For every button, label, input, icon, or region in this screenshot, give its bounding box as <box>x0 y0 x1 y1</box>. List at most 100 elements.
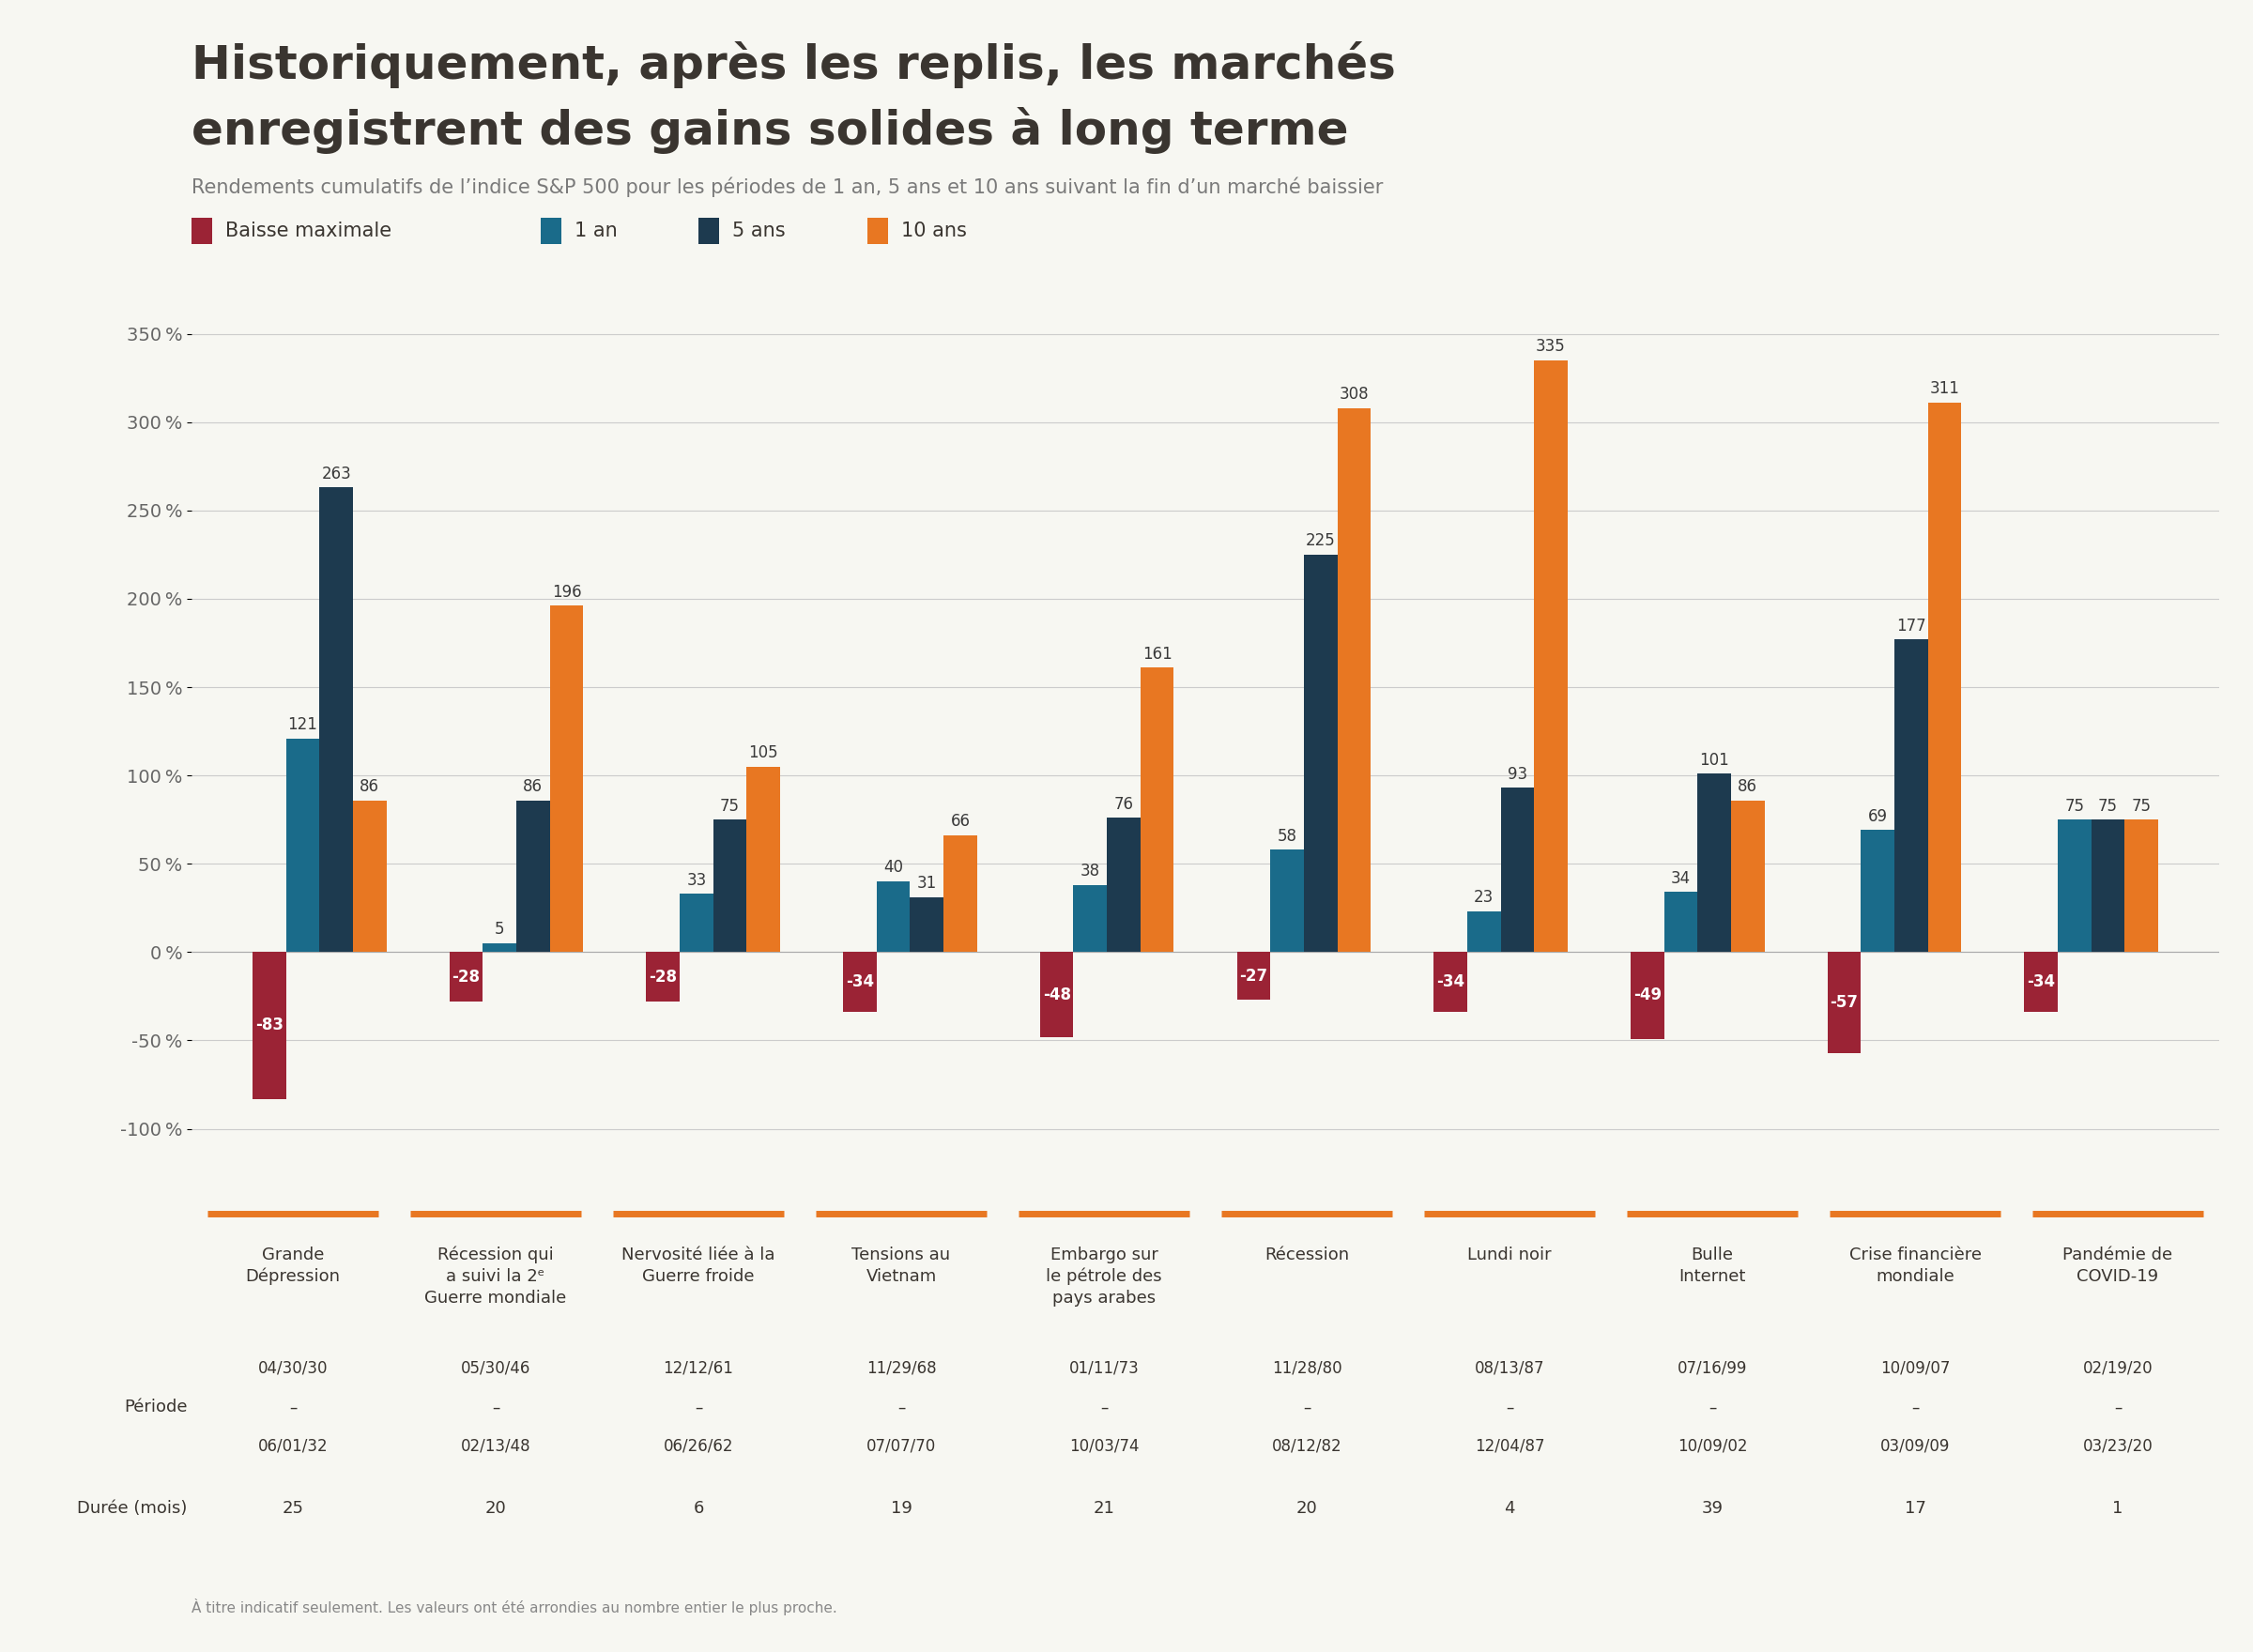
Text: 66: 66 <box>951 813 971 831</box>
Text: Crise financière
mondiale: Crise financière mondiale <box>1850 1246 1980 1285</box>
Text: Récession: Récession <box>1264 1246 1350 1264</box>
Text: 31: 31 <box>917 876 937 892</box>
Text: 5 ans: 5 ans <box>732 221 786 241</box>
Bar <box>1467 912 1500 952</box>
Bar <box>1072 885 1106 952</box>
Bar <box>1304 555 1338 952</box>
Text: Baisse maximale: Baisse maximale <box>225 221 392 241</box>
Bar <box>1665 892 1697 952</box>
Bar <box>2057 819 2091 952</box>
Text: 177: 177 <box>1897 618 1926 634</box>
Bar <box>320 487 354 952</box>
Text: Tensions au
Vietnam: Tensions au Vietnam <box>852 1246 951 1285</box>
Text: 11/28/80: 11/28/80 <box>1271 1360 1343 1378</box>
Text: 75: 75 <box>721 798 739 814</box>
Text: 225: 225 <box>1307 532 1336 550</box>
Text: 311: 311 <box>1929 380 1960 398</box>
Text: 12/12/61: 12/12/61 <box>662 1360 734 1378</box>
Bar <box>482 943 516 952</box>
Text: 04/30/30: 04/30/30 <box>257 1360 329 1378</box>
Text: enregistrent des gains solides à long terme: enregistrent des gains solides à long te… <box>192 107 1350 154</box>
Bar <box>1433 952 1467 1013</box>
Text: 10/09/02: 10/09/02 <box>1676 1437 1748 1455</box>
Bar <box>2023 952 2057 1013</box>
Text: -57: -57 <box>1829 995 1859 1011</box>
Bar <box>2125 819 2158 952</box>
Text: 6: 6 <box>694 1500 703 1517</box>
Bar <box>680 894 714 952</box>
Text: -34: -34 <box>845 973 874 991</box>
Text: Bulle
Internet: Bulle Internet <box>1678 1246 1746 1285</box>
Text: 86: 86 <box>360 778 379 795</box>
Text: 21: 21 <box>1093 1500 1115 1517</box>
Text: 308: 308 <box>1338 387 1370 403</box>
Text: 07/07/70: 07/07/70 <box>867 1437 935 1455</box>
Text: –: – <box>897 1399 906 1416</box>
Text: 33: 33 <box>687 872 707 889</box>
Text: 34: 34 <box>1672 871 1690 887</box>
Text: 11/29/68: 11/29/68 <box>865 1360 937 1378</box>
Text: -28: -28 <box>453 968 480 985</box>
Text: -83: -83 <box>255 1018 284 1034</box>
Text: 38: 38 <box>1079 862 1099 879</box>
Text: –: – <box>2113 1399 2122 1416</box>
Text: 335: 335 <box>1537 339 1566 355</box>
Bar <box>714 819 746 952</box>
Bar <box>746 767 780 952</box>
Text: 263: 263 <box>322 466 351 482</box>
Text: Pandémie de
COVID-19: Pandémie de COVID-19 <box>2064 1246 2172 1285</box>
Text: –: – <box>1708 1399 1717 1416</box>
Text: Période: Période <box>124 1399 187 1416</box>
Text: 10 ans: 10 ans <box>901 221 967 241</box>
Bar <box>2091 819 2125 952</box>
Text: 75: 75 <box>2131 798 2152 814</box>
Text: Durée (mois): Durée (mois) <box>77 1500 187 1517</box>
Text: 20: 20 <box>1295 1500 1318 1517</box>
Text: Grande
Dépression: Grande Dépression <box>246 1246 340 1285</box>
Text: 20: 20 <box>484 1500 507 1517</box>
Text: -34: -34 <box>2028 973 2055 991</box>
Text: 93: 93 <box>1507 765 1528 783</box>
Text: Récession qui
a suivi la 2ᵉ
Guerre mondiale: Récession qui a suivi la 2ᵉ Guerre mondi… <box>424 1246 568 1307</box>
Text: 4: 4 <box>1505 1500 1514 1517</box>
Bar <box>1338 408 1370 952</box>
Text: 40: 40 <box>883 859 903 876</box>
Text: 10/09/07: 10/09/07 <box>1881 1360 1949 1378</box>
Text: 58: 58 <box>1277 828 1298 844</box>
Text: 03/23/20: 03/23/20 <box>2082 1437 2154 1455</box>
Bar <box>550 606 584 952</box>
Text: Embargo sur
le pétrole des
pays arabes: Embargo sur le pétrole des pays arabes <box>1045 1246 1163 1307</box>
Text: 05/30/46: 05/30/46 <box>462 1360 529 1378</box>
Text: 07/16/99: 07/16/99 <box>1678 1360 1746 1378</box>
Text: 02/13/48: 02/13/48 <box>460 1437 532 1455</box>
Text: -28: -28 <box>649 968 678 985</box>
Text: 19: 19 <box>890 1500 912 1517</box>
Bar <box>1861 831 1895 952</box>
Text: -34: -34 <box>1437 973 1464 991</box>
Text: 08/12/82: 08/12/82 <box>1271 1437 1343 1455</box>
Text: –: – <box>1911 1399 1920 1416</box>
Bar <box>1500 788 1534 952</box>
Text: À titre indicatif seulement. Les valeurs ont été arrondies au nombre entier le p: À titre indicatif seulement. Les valeurs… <box>192 1599 838 1616</box>
Text: 02/19/20: 02/19/20 <box>2082 1360 2154 1378</box>
Text: 105: 105 <box>748 745 777 762</box>
Text: 12/04/87: 12/04/87 <box>1473 1437 1546 1455</box>
Bar <box>516 800 550 952</box>
Bar <box>647 952 680 1001</box>
Bar <box>876 882 910 952</box>
Text: Historiquement, après les replis, les marchés: Historiquement, après les replis, les ma… <box>192 41 1397 88</box>
Text: -27: -27 <box>1239 968 1268 985</box>
Text: 161: 161 <box>1142 646 1172 662</box>
Text: –: – <box>288 1399 297 1416</box>
Bar <box>1106 818 1140 952</box>
Text: 23: 23 <box>1473 889 1494 907</box>
Text: Lundi noir: Lundi noir <box>1467 1246 1552 1264</box>
Text: –: – <box>694 1399 703 1416</box>
Text: 1 an: 1 an <box>575 221 617 241</box>
Bar <box>1697 773 1730 952</box>
Text: 5: 5 <box>496 922 505 938</box>
Text: 69: 69 <box>1868 808 1888 824</box>
Text: 196: 196 <box>552 583 581 601</box>
Bar <box>1041 952 1072 1037</box>
Text: –: – <box>1505 1399 1514 1416</box>
